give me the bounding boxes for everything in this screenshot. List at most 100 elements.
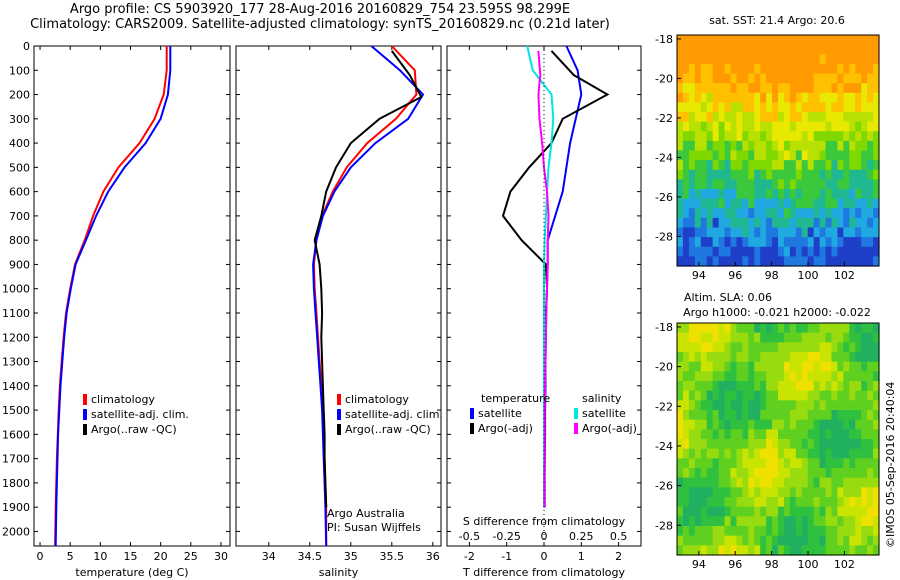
map-cell bbox=[813, 526, 821, 537]
map-cell bbox=[873, 131, 880, 142]
map-cell bbox=[736, 92, 743, 103]
map-cell bbox=[867, 323, 874, 334]
map-cell bbox=[772, 121, 779, 132]
map-cell bbox=[736, 63, 743, 75]
map-cell bbox=[730, 477, 738, 488]
map-cell bbox=[754, 112, 761, 123]
map-cell bbox=[706, 227, 714, 238]
map-cell bbox=[789, 448, 797, 459]
map-cell bbox=[718, 342, 726, 353]
map-cell bbox=[700, 92, 708, 103]
map-cell bbox=[694, 448, 702, 459]
map-cell bbox=[772, 497, 779, 508]
map-cell bbox=[807, 140, 815, 152]
map-cell bbox=[825, 121, 833, 132]
map-cell bbox=[873, 83, 880, 94]
map-cell bbox=[813, 208, 821, 219]
map-cell bbox=[819, 35, 827, 46]
map-cell bbox=[843, 208, 850, 219]
map-cell bbox=[825, 237, 833, 248]
map-cell bbox=[724, 83, 732, 94]
map-cell bbox=[801, 526, 809, 537]
map-cell bbox=[789, 381, 797, 392]
plot-frame bbox=[33, 45, 231, 547]
series-line bbox=[537, 50, 550, 508]
map-cell bbox=[789, 468, 797, 479]
depth-tick-label: 1000 bbox=[2, 283, 30, 296]
map-cell bbox=[807, 169, 815, 180]
map-cell bbox=[855, 487, 862, 498]
map-cell bbox=[700, 516, 708, 527]
map-cell bbox=[772, 526, 779, 537]
map-cell bbox=[742, 545, 749, 556]
map-cell bbox=[801, 169, 809, 180]
map-cell bbox=[724, 217, 732, 229]
map-cell bbox=[831, 497, 839, 508]
map-cell bbox=[766, 381, 773, 392]
map-cell bbox=[754, 497, 761, 508]
map-cell bbox=[795, 448, 803, 459]
map-cell bbox=[730, 208, 738, 219]
map-cell bbox=[718, 198, 726, 209]
map-cell bbox=[783, 246, 791, 257]
map-cell bbox=[855, 323, 862, 334]
map-cell bbox=[742, 323, 749, 334]
map-cell bbox=[831, 448, 839, 459]
temperature-profile-plot: 0100200300400500600700800900100011001200… bbox=[2, 40, 231, 579]
map-cell bbox=[813, 410, 821, 421]
map-cell bbox=[677, 63, 684, 75]
map-cell bbox=[789, 429, 797, 440]
map-cell bbox=[867, 179, 874, 190]
map-cell bbox=[712, 256, 720, 267]
map-cell bbox=[700, 150, 708, 161]
map-cell bbox=[855, 361, 862, 372]
map-cell bbox=[712, 361, 720, 372]
map-cell bbox=[724, 179, 732, 190]
map-cell bbox=[783, 208, 791, 219]
map-cell bbox=[825, 246, 833, 257]
map-cell bbox=[807, 458, 815, 469]
map-cell bbox=[801, 131, 809, 142]
map-cell bbox=[694, 371, 702, 382]
map-cell bbox=[831, 54, 839, 65]
map-cell bbox=[706, 381, 714, 392]
map-cell bbox=[682, 208, 690, 219]
map-cell bbox=[700, 35, 708, 46]
map-cell bbox=[778, 208, 785, 219]
map-cell bbox=[694, 497, 702, 508]
map-cell bbox=[837, 208, 844, 219]
map-cell bbox=[855, 169, 862, 180]
map-cell bbox=[766, 419, 773, 430]
map-cell bbox=[754, 545, 761, 556]
map-cell bbox=[831, 189, 839, 200]
map-cell bbox=[682, 217, 690, 229]
map-cell bbox=[700, 246, 708, 257]
map-cell bbox=[736, 150, 743, 161]
map-cell bbox=[813, 140, 821, 152]
map-cell bbox=[789, 526, 797, 537]
annotation-line: Argo Australia bbox=[327, 507, 405, 520]
map-cell bbox=[736, 189, 743, 200]
map-cell bbox=[783, 497, 791, 508]
map-cell bbox=[772, 352, 779, 363]
map-cell bbox=[712, 458, 720, 469]
map-cell bbox=[795, 516, 803, 527]
map-cell bbox=[677, 332, 684, 343]
map-cell bbox=[807, 179, 815, 190]
map-cell bbox=[778, 352, 785, 363]
map-cell bbox=[700, 342, 708, 353]
map-cell bbox=[754, 179, 761, 190]
map-cell bbox=[754, 400, 761, 411]
map-cell bbox=[694, 150, 702, 161]
map-cell bbox=[772, 516, 779, 527]
map-cell bbox=[801, 150, 809, 161]
map-cell bbox=[677, 545, 684, 556]
map-cell bbox=[825, 516, 833, 527]
map-cell bbox=[712, 506, 720, 517]
map-cell bbox=[760, 208, 767, 219]
map-cell bbox=[682, 35, 690, 46]
map-cell bbox=[712, 246, 720, 257]
map-x-tick-label: 96 bbox=[728, 558, 742, 571]
map-cell bbox=[778, 246, 785, 257]
map-cell bbox=[795, 217, 803, 229]
